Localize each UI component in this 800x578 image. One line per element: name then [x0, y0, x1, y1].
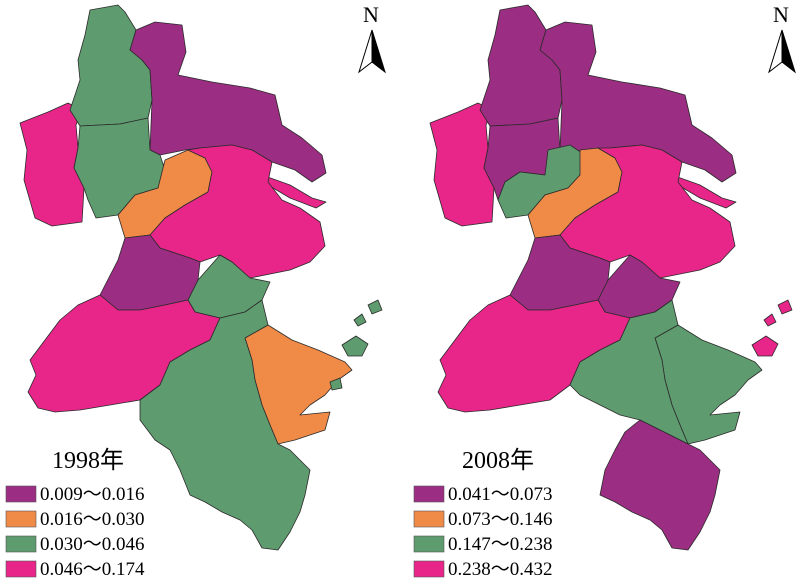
legend-label: 0.073～0.146 [448, 509, 553, 530]
region-1998-islets [329, 299, 383, 391]
legend-2008: 0.041～0.073 0.073～0.146 0.147～0.238 0.23… [413, 484, 553, 578]
legend-swatch [413, 535, 445, 553]
legend-swatch [5, 485, 37, 503]
legend-label: 0.030～0.046 [40, 534, 145, 555]
region-2008-s [599, 419, 721, 551]
map-2008: N 2008年 0.041～0.073 0.073～0.146 0.147～0.… [413, 2, 796, 578]
svg-text:N: N [773, 2, 789, 27]
region-1998-n [69, 4, 153, 127]
legend-swatch [5, 510, 37, 528]
region-1998-s [139, 299, 311, 551]
legend-swatch [5, 535, 37, 553]
year-label-1998: 1998年 [52, 447, 124, 474]
legend-label: 0.147～0.238 [448, 534, 553, 555]
legend-1998: 0.009～0.016 0.016～0.030 0.030～0.046 0.04… [5, 484, 145, 578]
legend-label: 0.009～0.016 [40, 484, 145, 505]
legend-label: 0.238～0.432 [448, 559, 553, 578]
year-label-2008: 2008年 [462, 447, 534, 474]
legend-swatch [413, 510, 445, 528]
legend-label: 0.041～0.073 [448, 484, 553, 505]
legend-swatch [5, 560, 37, 578]
north-arrow-2008: N [768, 2, 796, 74]
region-2008-islets [751, 299, 793, 357]
legend-label: 0.016～0.030 [40, 509, 145, 530]
north-arrow-1998: N [358, 2, 386, 74]
svg-text:N: N [363, 2, 379, 27]
region-1998-ne [129, 21, 327, 183]
region-2008-ne [539, 21, 737, 183]
map-1998: N 1998年 0.009～0.016 0.016～0.030 0.030～0.… [5, 2, 386, 578]
region-2008-sw [437, 294, 631, 413]
region-2008-sm [569, 299, 689, 445]
legend-label: 0.046～0.174 [40, 559, 145, 578]
legend-swatch [413, 560, 445, 578]
legend-swatch [413, 485, 445, 503]
region-2008-n [479, 4, 563, 127]
